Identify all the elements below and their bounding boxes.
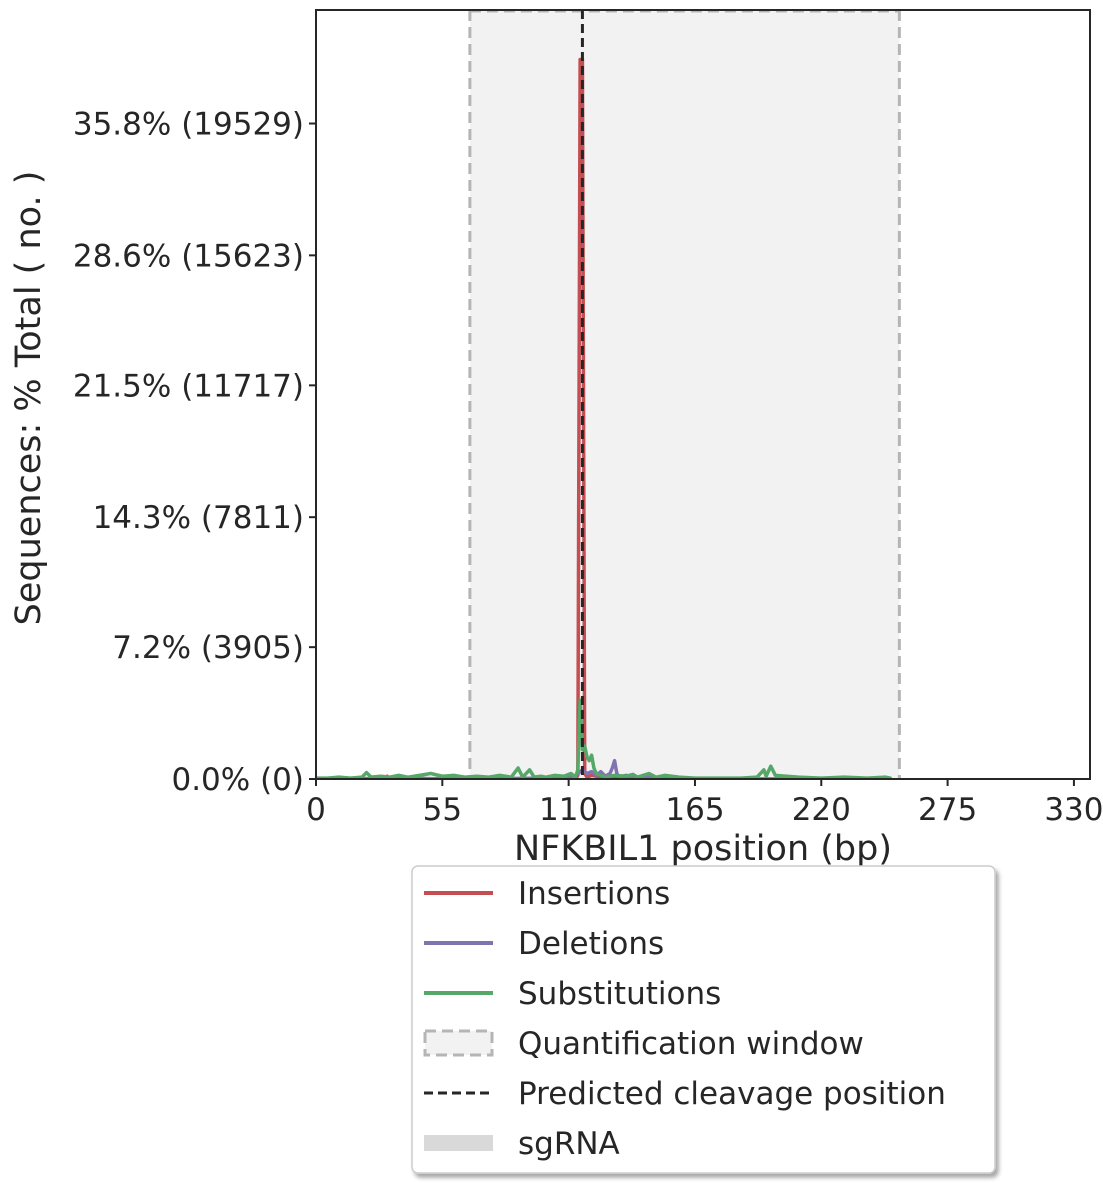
legend-label-quantification-window: Quantification window [518, 1026, 864, 1062]
x-tick-label: 330 [1044, 792, 1103, 828]
x-tick-label: 0 [306, 792, 326, 828]
quantification-window-layer [468, 9, 901, 779]
legend-label-deletions: Deletions [518, 926, 664, 962]
legend-label-insertions: Insertions [518, 876, 670, 912]
y-axis-title: Sequences: % Total ( no. ) [9, 171, 49, 626]
y-axis: 0.0% (0) 7.2% (3905) 14.3% (7811) 21.5% (11… [73, 107, 316, 798]
legend-swatch-sgrna [424, 1135, 493, 1151]
x-tick-label: 220 [792, 792, 851, 828]
legend-label-sgrna: sgRNA [518, 1126, 620, 1162]
y-tick-label: 14.3% (7811) [93, 500, 304, 536]
x-tick-label: 275 [918, 792, 977, 828]
plot-frame [315, 9, 1091, 780]
legend-label-substitutions: Substitutions [518, 976, 721, 1012]
legend-box [411, 865, 996, 1174]
y-tick-label: 0.0% (0) [171, 762, 304, 798]
x-tick-label: 110 [539, 792, 598, 828]
x-tick-label: 55 [423, 792, 462, 828]
legend: Insertions Deletions Substitutions Quantifi… [411, 865, 996, 1174]
y-tick-label: 21.5% (11717) [73, 368, 304, 404]
y-tick-label: 7.2% (3905) [112, 630, 304, 666]
x-axis-title: NFKBIL1 position (bp) [514, 829, 892, 869]
y-tick-label: 35.8% (19529) [73, 107, 304, 143]
x-axis: 0 55 110 165 220 275 330 [306, 779, 1103, 828]
quantification-window-fill [469, 10, 900, 779]
legend-swatch-quantification-window [423, 1029, 494, 1057]
y-tick-label: 28.6% (15623) [73, 238, 304, 274]
legend-label-predicted-cleavage-position: Predicted cleavage position [518, 1076, 946, 1112]
x-tick-label: 165 [665, 792, 724, 828]
